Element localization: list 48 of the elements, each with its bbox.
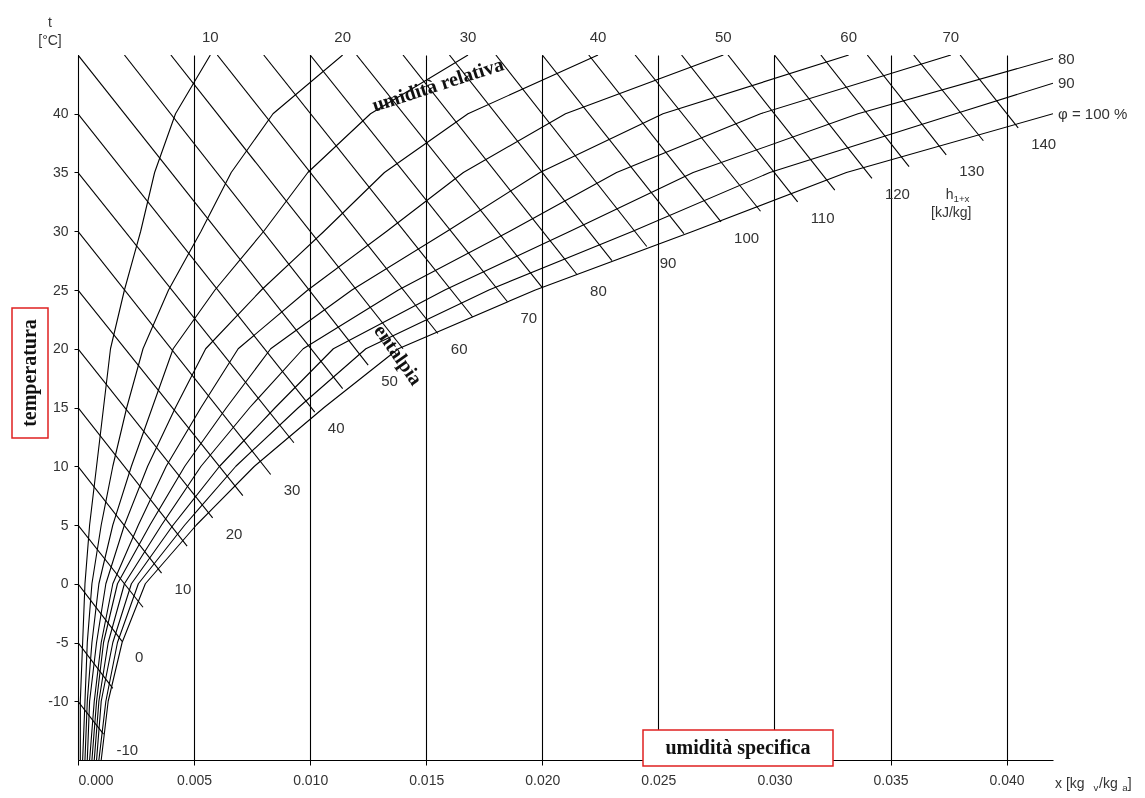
series-label: 110 <box>810 208 835 226</box>
series-label: 20 <box>225 524 243 542</box>
x-tick-label: 0.035 <box>873 771 909 788</box>
x-tick-label: 0.010 <box>293 771 329 788</box>
series-label: 20 <box>334 28 351 45</box>
y-axis-title: t [°C] <box>38 14 62 48</box>
series-label: 10 <box>174 580 192 598</box>
series-label: 30 <box>283 481 301 499</box>
series-label: 70 <box>520 308 538 326</box>
x-tick-label: 0.025 <box>641 771 677 788</box>
series-label: 60 <box>840 28 858 45</box>
y-tick-label: 20 <box>52 340 69 357</box>
series-label: 80 <box>590 281 607 299</box>
series-label: 40 <box>589 28 607 45</box>
y-tick-label: -10 <box>48 692 69 709</box>
series-label: 90 <box>1058 74 1075 92</box>
y-tick-label: 15 <box>52 399 69 415</box>
x-tick-label: 0.040 <box>989 771 1025 788</box>
annotation: umidità specifica <box>665 736 811 759</box>
series-label: 50 <box>715 28 732 45</box>
series-label: 70 <box>942 28 960 45</box>
series-label: 60 <box>450 340 468 358</box>
series-label: 140 <box>1031 134 1057 152</box>
series-label: 100 <box>734 228 760 246</box>
y-tick-label: 25 <box>52 281 69 298</box>
annotation: umidità relativa <box>369 52 507 116</box>
y-tick-label: 40 <box>52 105 69 122</box>
y-tick-label: -5 <box>56 634 69 650</box>
series-label: -10 <box>116 741 139 759</box>
x-tick-label: 0.000 <box>78 771 114 788</box>
series-label: 90 <box>659 253 677 271</box>
x-tick-label: 0.015 <box>409 771 445 788</box>
x-tick-label: 0.030 <box>757 771 793 788</box>
y-tick-label: 30 <box>52 222 69 239</box>
y-tick-label: 10 <box>52 457 69 474</box>
text: temperatura <box>18 319 41 427</box>
series-label: 40 <box>327 419 345 437</box>
series-label: φ = 100 % <box>1058 104 1128 122</box>
series-label: 30 <box>459 28 477 45</box>
x-tick-label: 0.020 <box>525 771 561 788</box>
series-label: 80 <box>1058 49 1075 67</box>
series-label: 0 <box>135 648 144 666</box>
y-tick-label: 35 <box>52 164 69 180</box>
series-label: 10 <box>201 28 219 45</box>
y-tick-label: 5 <box>60 516 69 533</box>
x-tick-label: 0.005 <box>177 771 213 788</box>
y-tick-label: 0 <box>60 575 69 592</box>
series-label: 130 <box>959 161 985 179</box>
